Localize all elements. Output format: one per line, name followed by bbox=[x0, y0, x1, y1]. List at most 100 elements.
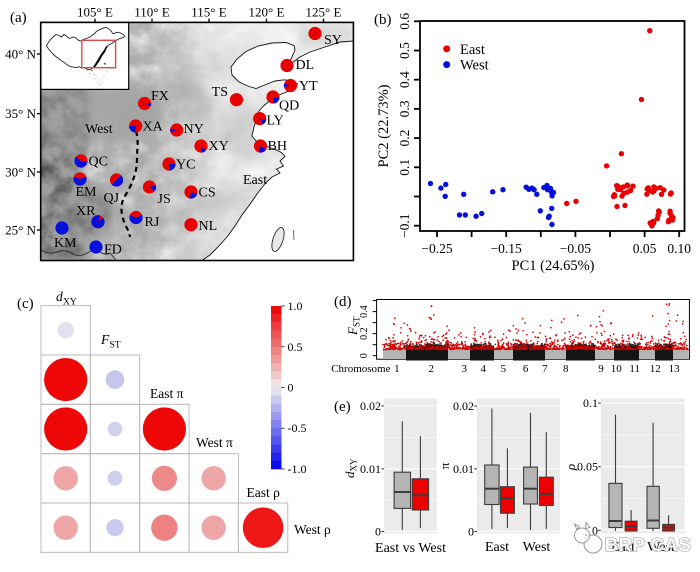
svg-text:NY: NY bbox=[184, 122, 204, 137]
svg-text:West π: West π bbox=[196, 435, 233, 450]
svg-text:East ρ: East ρ bbox=[247, 485, 281, 500]
svg-text:11: 11 bbox=[629, 363, 640, 375]
svg-text:RJ: RJ bbox=[145, 215, 160, 230]
svg-text:−0.15: −0.15 bbox=[491, 241, 522, 256]
svg-text:0.5: 0.5 bbox=[288, 340, 303, 354]
svg-text:6: 6 bbox=[523, 363, 529, 375]
svg-text:π: π bbox=[437, 462, 452, 469]
svg-text:8: 8 bbox=[563, 363, 569, 375]
svg-text:PC2 (22.73%): PC2 (22.73%) bbox=[376, 84, 392, 167]
svg-text:0.02: 0.02 bbox=[360, 399, 381, 413]
svg-text:East π: East π bbox=[150, 386, 184, 401]
svg-text:0: 0 bbox=[375, 525, 381, 539]
svg-text:F: F bbox=[100, 332, 110, 347]
svg-text:35° N: 35° N bbox=[5, 106, 36, 121]
svg-text:PC1 (24.65%): PC1 (24.65%) bbox=[512, 258, 595, 274]
svg-text:QD: QD bbox=[279, 99, 299, 114]
svg-text:XY: XY bbox=[209, 139, 229, 154]
svg-text:ρ: ρ bbox=[563, 464, 578, 471]
svg-text:LY: LY bbox=[267, 114, 284, 129]
svg-text:30° N: 30° N bbox=[5, 165, 36, 180]
svg-text:QC: QC bbox=[89, 155, 108, 170]
svg-text:East: East bbox=[243, 173, 267, 188]
svg-text:XR: XR bbox=[76, 204, 96, 219]
svg-text:West: West bbox=[460, 58, 489, 74]
svg-text:JS: JS bbox=[158, 192, 171, 207]
svg-text:YT: YT bbox=[299, 79, 318, 94]
svg-text:(c): (c) bbox=[17, 296, 34, 312]
svg-text:DL: DL bbox=[296, 58, 315, 73]
svg-text:10: 10 bbox=[611, 363, 623, 375]
svg-text:115° E: 115° E bbox=[191, 5, 226, 20]
svg-text:-1.0: -1.0 bbox=[288, 462, 307, 476]
svg-text:−0.1: −0.1 bbox=[397, 213, 412, 238]
svg-text:(b): (b) bbox=[374, 12, 392, 28]
svg-text:2: 2 bbox=[429, 363, 435, 375]
svg-text:105° E: 105° E bbox=[77, 5, 113, 20]
svg-text:-0.5: -0.5 bbox=[288, 421, 307, 435]
svg-text:(e): (e) bbox=[334, 399, 351, 415]
svg-text:0.05: 0.05 bbox=[577, 460, 598, 474]
svg-text:0.6: 0.6 bbox=[397, 13, 412, 30]
svg-text:12: 12 bbox=[650, 363, 661, 375]
svg-text:0.2: 0.2 bbox=[397, 130, 412, 147]
svg-text:0.10: 0.10 bbox=[667, 241, 691, 256]
svg-text:KM: KM bbox=[54, 236, 77, 251]
svg-text:0.4: 0.4 bbox=[359, 305, 370, 318]
svg-text:East: East bbox=[485, 540, 509, 555]
svg-text:4: 4 bbox=[480, 363, 486, 375]
svg-text:3: 3 bbox=[462, 363, 468, 375]
svg-text:0.1: 0.1 bbox=[583, 396, 598, 410]
svg-text:FST: FST bbox=[345, 316, 362, 336]
svg-text:−0.05: −0.05 bbox=[560, 241, 591, 256]
svg-text:0.01: 0.01 bbox=[360, 462, 381, 476]
svg-text:EM: EM bbox=[76, 185, 98, 200]
svg-text:d: d bbox=[56, 289, 63, 304]
svg-text:NL: NL bbox=[199, 219, 218, 234]
svg-text:West: West bbox=[647, 540, 675, 555]
svg-text:YC: YC bbox=[176, 158, 195, 173]
svg-text:East: East bbox=[460, 42, 485, 58]
svg-text:9: 9 bbox=[598, 363, 604, 375]
svg-text:East vs West: East vs West bbox=[375, 541, 446, 556]
svg-text:1: 1 bbox=[394, 363, 400, 375]
svg-text:CS: CS bbox=[199, 186, 216, 201]
svg-text:0: 0 bbox=[468, 525, 474, 539]
svg-text:0.2: 0.2 bbox=[359, 327, 370, 340]
svg-text:125° E: 125° E bbox=[306, 5, 342, 20]
svg-text:West: West bbox=[523, 540, 551, 555]
svg-text:110° E: 110° E bbox=[134, 5, 169, 20]
svg-text:0.4: 0.4 bbox=[397, 71, 412, 88]
svg-text:120° E: 120° E bbox=[249, 5, 285, 20]
svg-text:5: 5 bbox=[501, 363, 507, 375]
svg-text:SY: SY bbox=[324, 33, 342, 48]
svg-text:0: 0 bbox=[288, 381, 294, 395]
svg-text:QJ: QJ bbox=[104, 191, 120, 206]
svg-text:BH: BH bbox=[268, 139, 287, 154]
svg-text:West: West bbox=[85, 122, 113, 137]
svg-text:0.05: 0.05 bbox=[633, 241, 657, 256]
svg-text:1.0: 1.0 bbox=[288, 299, 303, 313]
svg-text:7: 7 bbox=[542, 363, 548, 375]
svg-text:25° N: 25° N bbox=[5, 223, 36, 238]
svg-text:0.3: 0.3 bbox=[397, 100, 412, 117]
svg-text:XA: XA bbox=[143, 120, 164, 135]
svg-text:FD: FD bbox=[104, 243, 122, 258]
svg-text:FX: FX bbox=[151, 89, 169, 104]
svg-text:13: 13 bbox=[669, 363, 681, 375]
svg-text:dXY: dXY bbox=[342, 458, 359, 478]
svg-text:0.01: 0.01 bbox=[453, 462, 474, 476]
svg-text:0: 0 bbox=[359, 353, 370, 358]
svg-text:40° N: 40° N bbox=[5, 47, 36, 62]
svg-text:ST: ST bbox=[110, 341, 121, 351]
svg-text:West ρ: West ρ bbox=[294, 522, 331, 537]
svg-text:BRP CAS: BRP CAS bbox=[605, 534, 691, 555]
svg-text:(a): (a) bbox=[10, 10, 27, 26]
svg-text:−0.25: −0.25 bbox=[421, 241, 452, 256]
svg-text:0.5: 0.5 bbox=[397, 42, 412, 59]
svg-text:East: East bbox=[611, 540, 635, 555]
svg-text:0.1: 0.1 bbox=[397, 159, 412, 176]
svg-text:0.02: 0.02 bbox=[453, 399, 474, 413]
svg-text:XY: XY bbox=[63, 298, 77, 308]
svg-text:TS: TS bbox=[212, 85, 228, 100]
